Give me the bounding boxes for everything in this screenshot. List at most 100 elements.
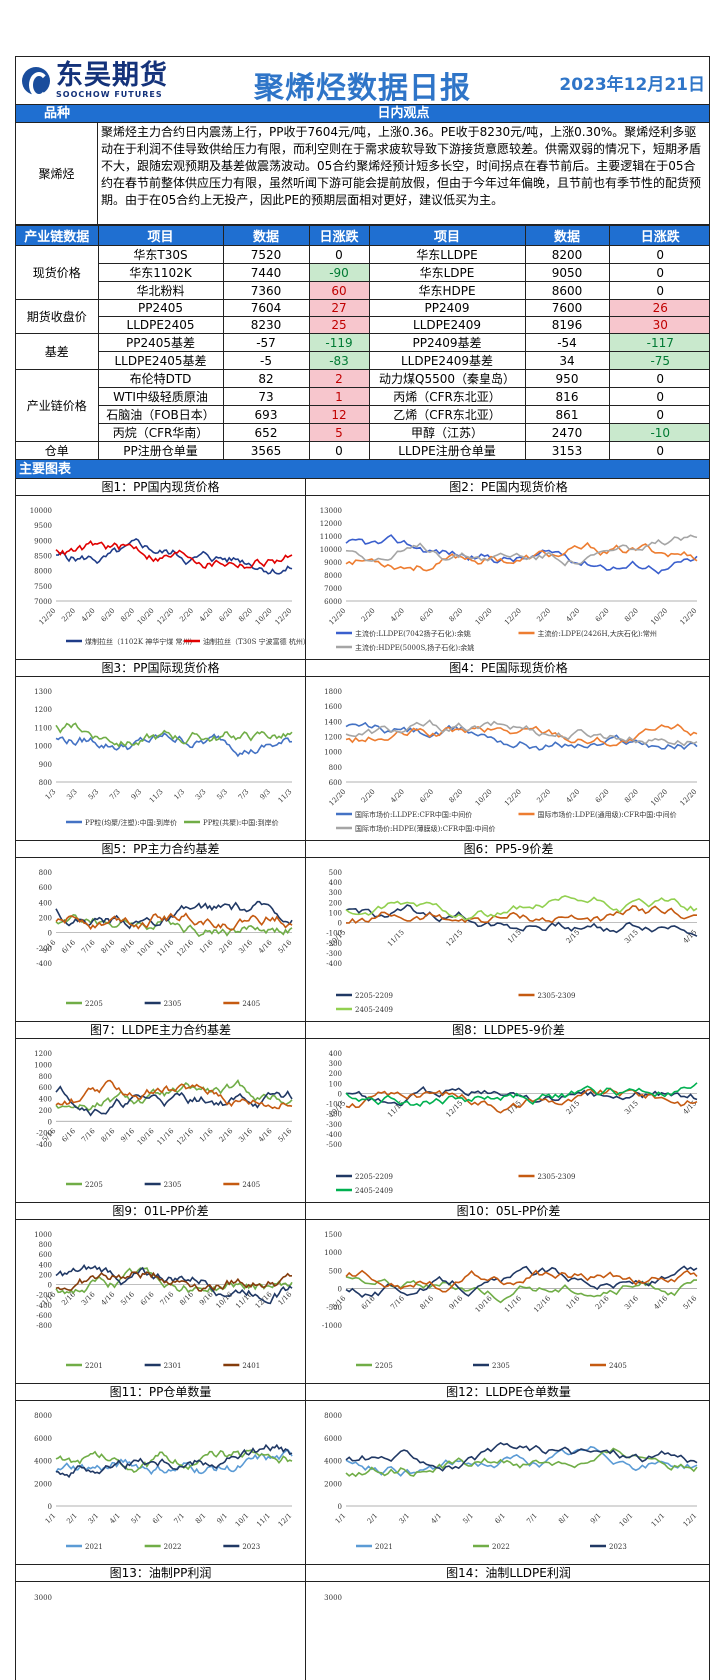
- y-tick-label: -100: [326, 1101, 342, 1109]
- x-tick-label: 10/20: [474, 607, 494, 627]
- daily-change-cell: 25: [308, 316, 370, 334]
- item-cell: PP2405基差: [97, 333, 224, 352]
- series-line: [55, 537, 293, 575]
- x-tick-label: 10/20: [254, 607, 274, 627]
- legend-label: PP粒(均聚/注塑):中国:到岸价: [85, 818, 177, 827]
- value-cell: 3565: [222, 441, 310, 460]
- series-line: [55, 539, 293, 570]
- value-cell: 73: [222, 387, 310, 406]
- y-tick-label: 1000: [34, 1231, 52, 1239]
- x-tick-label: 3/3: [65, 788, 79, 802]
- x-tick-label: 11/15: [386, 928, 406, 948]
- y-tick-label: 0: [338, 1503, 342, 1511]
- y-tick-label: 600: [39, 884, 52, 892]
- item-cell: LLDPE2405: [98, 316, 224, 334]
- item-cell: 华东LLDPE: [368, 245, 526, 264]
- y-tick-label: 9500: [34, 522, 52, 530]
- x-tick-label: 5/1: [461, 1512, 475, 1526]
- x-tick-label: 3/16: [237, 1127, 254, 1144]
- daily-change-cell: 12: [308, 405, 370, 424]
- x-tick-label: 7/1: [173, 1512, 187, 1526]
- legend-label: 2023: [609, 1543, 627, 1551]
- y-tick-label: -500: [326, 1304, 342, 1312]
- y-tick-label: 0: [338, 920, 342, 928]
- value-cell: 82: [222, 369, 310, 388]
- item-cell: 华北粉料: [98, 281, 224, 300]
- y-tick-label: 800: [39, 779, 52, 787]
- x-tick-label: 3/16: [237, 938, 254, 955]
- x-tick-label: 12/20: [327, 788, 347, 808]
- legend-label: 2305: [164, 1181, 182, 1189]
- x-tick-label: 7/16: [159, 1290, 176, 1307]
- y-tick-label: 0: [48, 930, 52, 938]
- x-tick-label: 11/3: [277, 788, 294, 805]
- daily-change-cell: 2: [308, 369, 370, 388]
- x-tick-label: 12/16: [532, 1294, 552, 1314]
- x-tick-label: 4/20: [389, 607, 406, 624]
- y-tick-label: 1000: [34, 743, 52, 751]
- x-tick-label: 6/16: [60, 938, 77, 955]
- y-tick-label: 200: [329, 1070, 342, 1078]
- series-line: [345, 723, 698, 747]
- x-tick-label: 10/1: [618, 1512, 635, 1529]
- x-tick-label: 12/20: [327, 607, 347, 627]
- x-tick-label: 4/20: [389, 788, 406, 805]
- item-cell: 布伦特DTD: [97, 369, 224, 388]
- chart-panel: 图2：PE国内现货价格 13000 12000 11000 10000 9000 8000 7…: [306, 479, 709, 660]
- table-row: 仓单 PP注册仓单量 3565 0 LLDPE注册仓单量 3153 0: [16, 441, 709, 460]
- x-tick-label: 5/16: [277, 938, 294, 955]
- series-line: [345, 895, 698, 921]
- legend-label: 国际市场价:LDPE(通用级):CFR中国:中间价: [538, 810, 677, 819]
- legend-label: PP粒(共聚):中国:到岸价: [203, 818, 279, 827]
- x-tick-label: 10/20: [649, 788, 669, 808]
- x-tick-label: 9/16: [119, 938, 136, 955]
- x-tick-label: 8/16: [100, 1127, 117, 1144]
- value-cell: 8230: [222, 316, 310, 334]
- value-cell: 7604: [222, 299, 310, 317]
- x-tick-label: 10/20: [474, 788, 494, 808]
- legend-label: 2022: [164, 1543, 182, 1551]
- row-group-label: 基差: [16, 333, 99, 370]
- x-tick-label: 10/20: [649, 607, 669, 627]
- y-tick-label: 400: [329, 879, 342, 887]
- chart-panel: 图6：PP5-9价差 500 400 300 200 100 0 -100 -200 -300 -4…: [306, 841, 709, 1022]
- daily-change-cell: -119: [308, 333, 370, 352]
- x-tick-label: 2/20: [60, 607, 77, 624]
- chart-svg: 3000: [34, 1594, 52, 1602]
- daily-change-cell: -90: [308, 263, 370, 282]
- row-group-label: 仓单: [16, 441, 99, 460]
- x-tick-label: 4/20: [80, 607, 97, 624]
- legend-label: 2205: [85, 1000, 103, 1008]
- series-line: [55, 912, 293, 931]
- series-line: [345, 721, 698, 751]
- report-page: 东吴期货 SOOCHOW FUTURES 聚烯烃数据日报 2023年12月21日…: [15, 56, 710, 1680]
- legend-label: 2023: [242, 1543, 260, 1551]
- series-line: [345, 905, 698, 924]
- item-cell: 华东LDPE: [368, 263, 526, 282]
- y-tick-label: -500: [326, 1141, 342, 1149]
- chart-title: 图5：PP主力合约基差: [16, 841, 305, 858]
- chart-title: 图2：PE国内现货价格: [306, 479, 709, 496]
- daily-change-cell: 30: [608, 316, 709, 334]
- y-tick-label: 400: [39, 899, 52, 907]
- y-tick-label: 1100: [34, 724, 52, 732]
- x-tick-label: 7/3: [108, 788, 122, 802]
- legend-label: 2205: [85, 1181, 103, 1189]
- x-tick-label: 2/16: [218, 938, 235, 955]
- chart-svg: 13000120001100010000900080007000600012/2…: [320, 507, 699, 652]
- series-line: [55, 913, 293, 938]
- x-tick-label: 4/16: [652, 1294, 669, 1311]
- x-tick-label: 3/16: [80, 1290, 97, 1307]
- y-tick-label: 200: [39, 1107, 52, 1115]
- daily-change-cell: 1: [308, 387, 370, 406]
- y-tick-label: 1200: [324, 734, 342, 742]
- x-tick-label: 7/16: [80, 938, 97, 955]
- legend-label: 2201: [85, 1362, 103, 1370]
- chart-panel: 图3：PP国际现货价格 1300 1200 1100 1000 900 800 1/3 3/3 5…: [16, 660, 306, 841]
- company-logo-icon: [22, 66, 50, 98]
- y-tick-label: 600: [329, 779, 342, 787]
- x-tick-label: 12/20: [155, 607, 175, 627]
- y-tick-label: -200: [36, 1292, 52, 1300]
- chart-panel: 图12：LLDPE仓单数量 8000 6000 4000 2000 0 1/1 2/1 3/1 4…: [306, 1384, 709, 1565]
